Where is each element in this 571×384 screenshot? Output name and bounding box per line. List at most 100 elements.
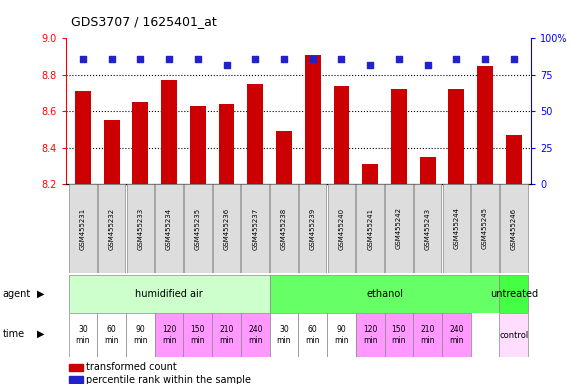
Point [509, 56, 518, 62]
Text: agent: agent [3, 289, 31, 299]
Bar [270, 184, 297, 273]
Text: GSM455243: GSM455243 [425, 207, 431, 250]
Text: 30
min: 30 min [75, 325, 90, 345]
Text: GSM455246: GSM455246 [511, 207, 517, 250]
Bar [132, 102, 148, 184]
Bar [384, 313, 413, 357]
Bar [69, 184, 96, 273]
Text: 120
min: 120 min [363, 325, 377, 345]
Text: transformed count: transformed count [86, 362, 176, 372]
Bar [155, 184, 183, 273]
Text: ▶: ▶ [37, 289, 45, 299]
Bar [97, 313, 126, 357]
Bar [212, 313, 241, 357]
Bar [420, 157, 436, 184]
Text: 60
min: 60 min [305, 325, 320, 345]
Bar [75, 91, 91, 184]
Bar [69, 313, 97, 357]
Text: ethanol: ethanol [366, 289, 403, 299]
Text: GSM455235: GSM455235 [195, 207, 201, 250]
Text: 120
min: 120 min [162, 325, 176, 345]
Bar [242, 184, 269, 273]
Bar [500, 313, 528, 357]
Bar [506, 135, 522, 184]
Text: 90
min: 90 min [133, 325, 147, 345]
Bar [126, 313, 155, 357]
Bar [155, 313, 183, 357]
Text: GSM455245: GSM455245 [482, 207, 488, 250]
Bar [333, 86, 349, 184]
Point [452, 56, 461, 62]
Point [107, 56, 116, 62]
Bar [190, 106, 206, 184]
Point [481, 56, 490, 62]
Text: GSM455234: GSM455234 [166, 207, 172, 250]
Text: 210
min: 210 min [219, 325, 234, 345]
Bar [500, 275, 528, 313]
Point [222, 61, 231, 68]
Bar [356, 184, 384, 273]
Text: 150
min: 150 min [392, 325, 406, 345]
Bar [305, 55, 320, 184]
Point [365, 61, 375, 68]
Bar [184, 184, 212, 273]
Bar [69, 275, 270, 313]
Bar [414, 184, 441, 273]
Text: GSM455233: GSM455233 [138, 207, 143, 250]
Bar [247, 84, 263, 184]
Text: 210
min: 210 min [420, 325, 435, 345]
Text: GSM455239: GSM455239 [309, 207, 316, 250]
Text: percentile rank within the sample: percentile rank within the sample [86, 375, 251, 384]
Text: time: time [3, 329, 25, 339]
Bar [127, 184, 154, 273]
Bar [241, 313, 270, 357]
Text: GSM455241: GSM455241 [367, 207, 373, 250]
Bar [391, 89, 407, 184]
Bar [477, 66, 493, 184]
Bar [385, 184, 413, 273]
Text: GSM455236: GSM455236 [223, 207, 230, 250]
Text: ▶: ▶ [37, 329, 45, 339]
Text: GSM455242: GSM455242 [396, 207, 402, 250]
Text: GSM455238: GSM455238 [281, 207, 287, 250]
Point [279, 56, 288, 62]
Text: GSM455231: GSM455231 [80, 207, 86, 250]
Bar [328, 184, 355, 273]
Text: untreated: untreated [490, 289, 538, 299]
Bar [448, 89, 464, 184]
Point [337, 56, 346, 62]
Text: 60
min: 60 min [104, 325, 119, 345]
Bar [500, 184, 528, 273]
Bar [183, 313, 212, 357]
Point [164, 56, 174, 62]
Bar [356, 313, 384, 357]
Text: GSM455232: GSM455232 [108, 207, 115, 250]
Bar [442, 313, 471, 357]
Text: 150
min: 150 min [191, 325, 205, 345]
Text: 240
min: 240 min [449, 325, 464, 345]
Point [395, 56, 404, 62]
Bar [443, 184, 470, 273]
Text: GSM455237: GSM455237 [252, 207, 258, 250]
Text: GSM455240: GSM455240 [339, 207, 344, 250]
Text: GDS3707 / 1625401_at: GDS3707 / 1625401_at [71, 15, 217, 28]
Bar [413, 313, 442, 357]
Text: 30
min: 30 min [277, 325, 291, 345]
Bar [270, 275, 500, 313]
Text: 90
min: 90 min [334, 325, 349, 345]
Bar [327, 313, 356, 357]
Text: 240
min: 240 min [248, 325, 263, 345]
Point [423, 61, 432, 68]
Bar [270, 313, 299, 357]
Point [136, 56, 145, 62]
Bar [362, 164, 378, 184]
Text: GSM455244: GSM455244 [453, 207, 459, 250]
Point [251, 56, 260, 62]
Bar [299, 184, 327, 273]
Text: control: control [499, 331, 528, 339]
Bar [213, 184, 240, 273]
Text: humidified air: humidified air [135, 289, 203, 299]
Point [78, 56, 87, 62]
Point [308, 56, 317, 62]
Bar [98, 184, 126, 273]
